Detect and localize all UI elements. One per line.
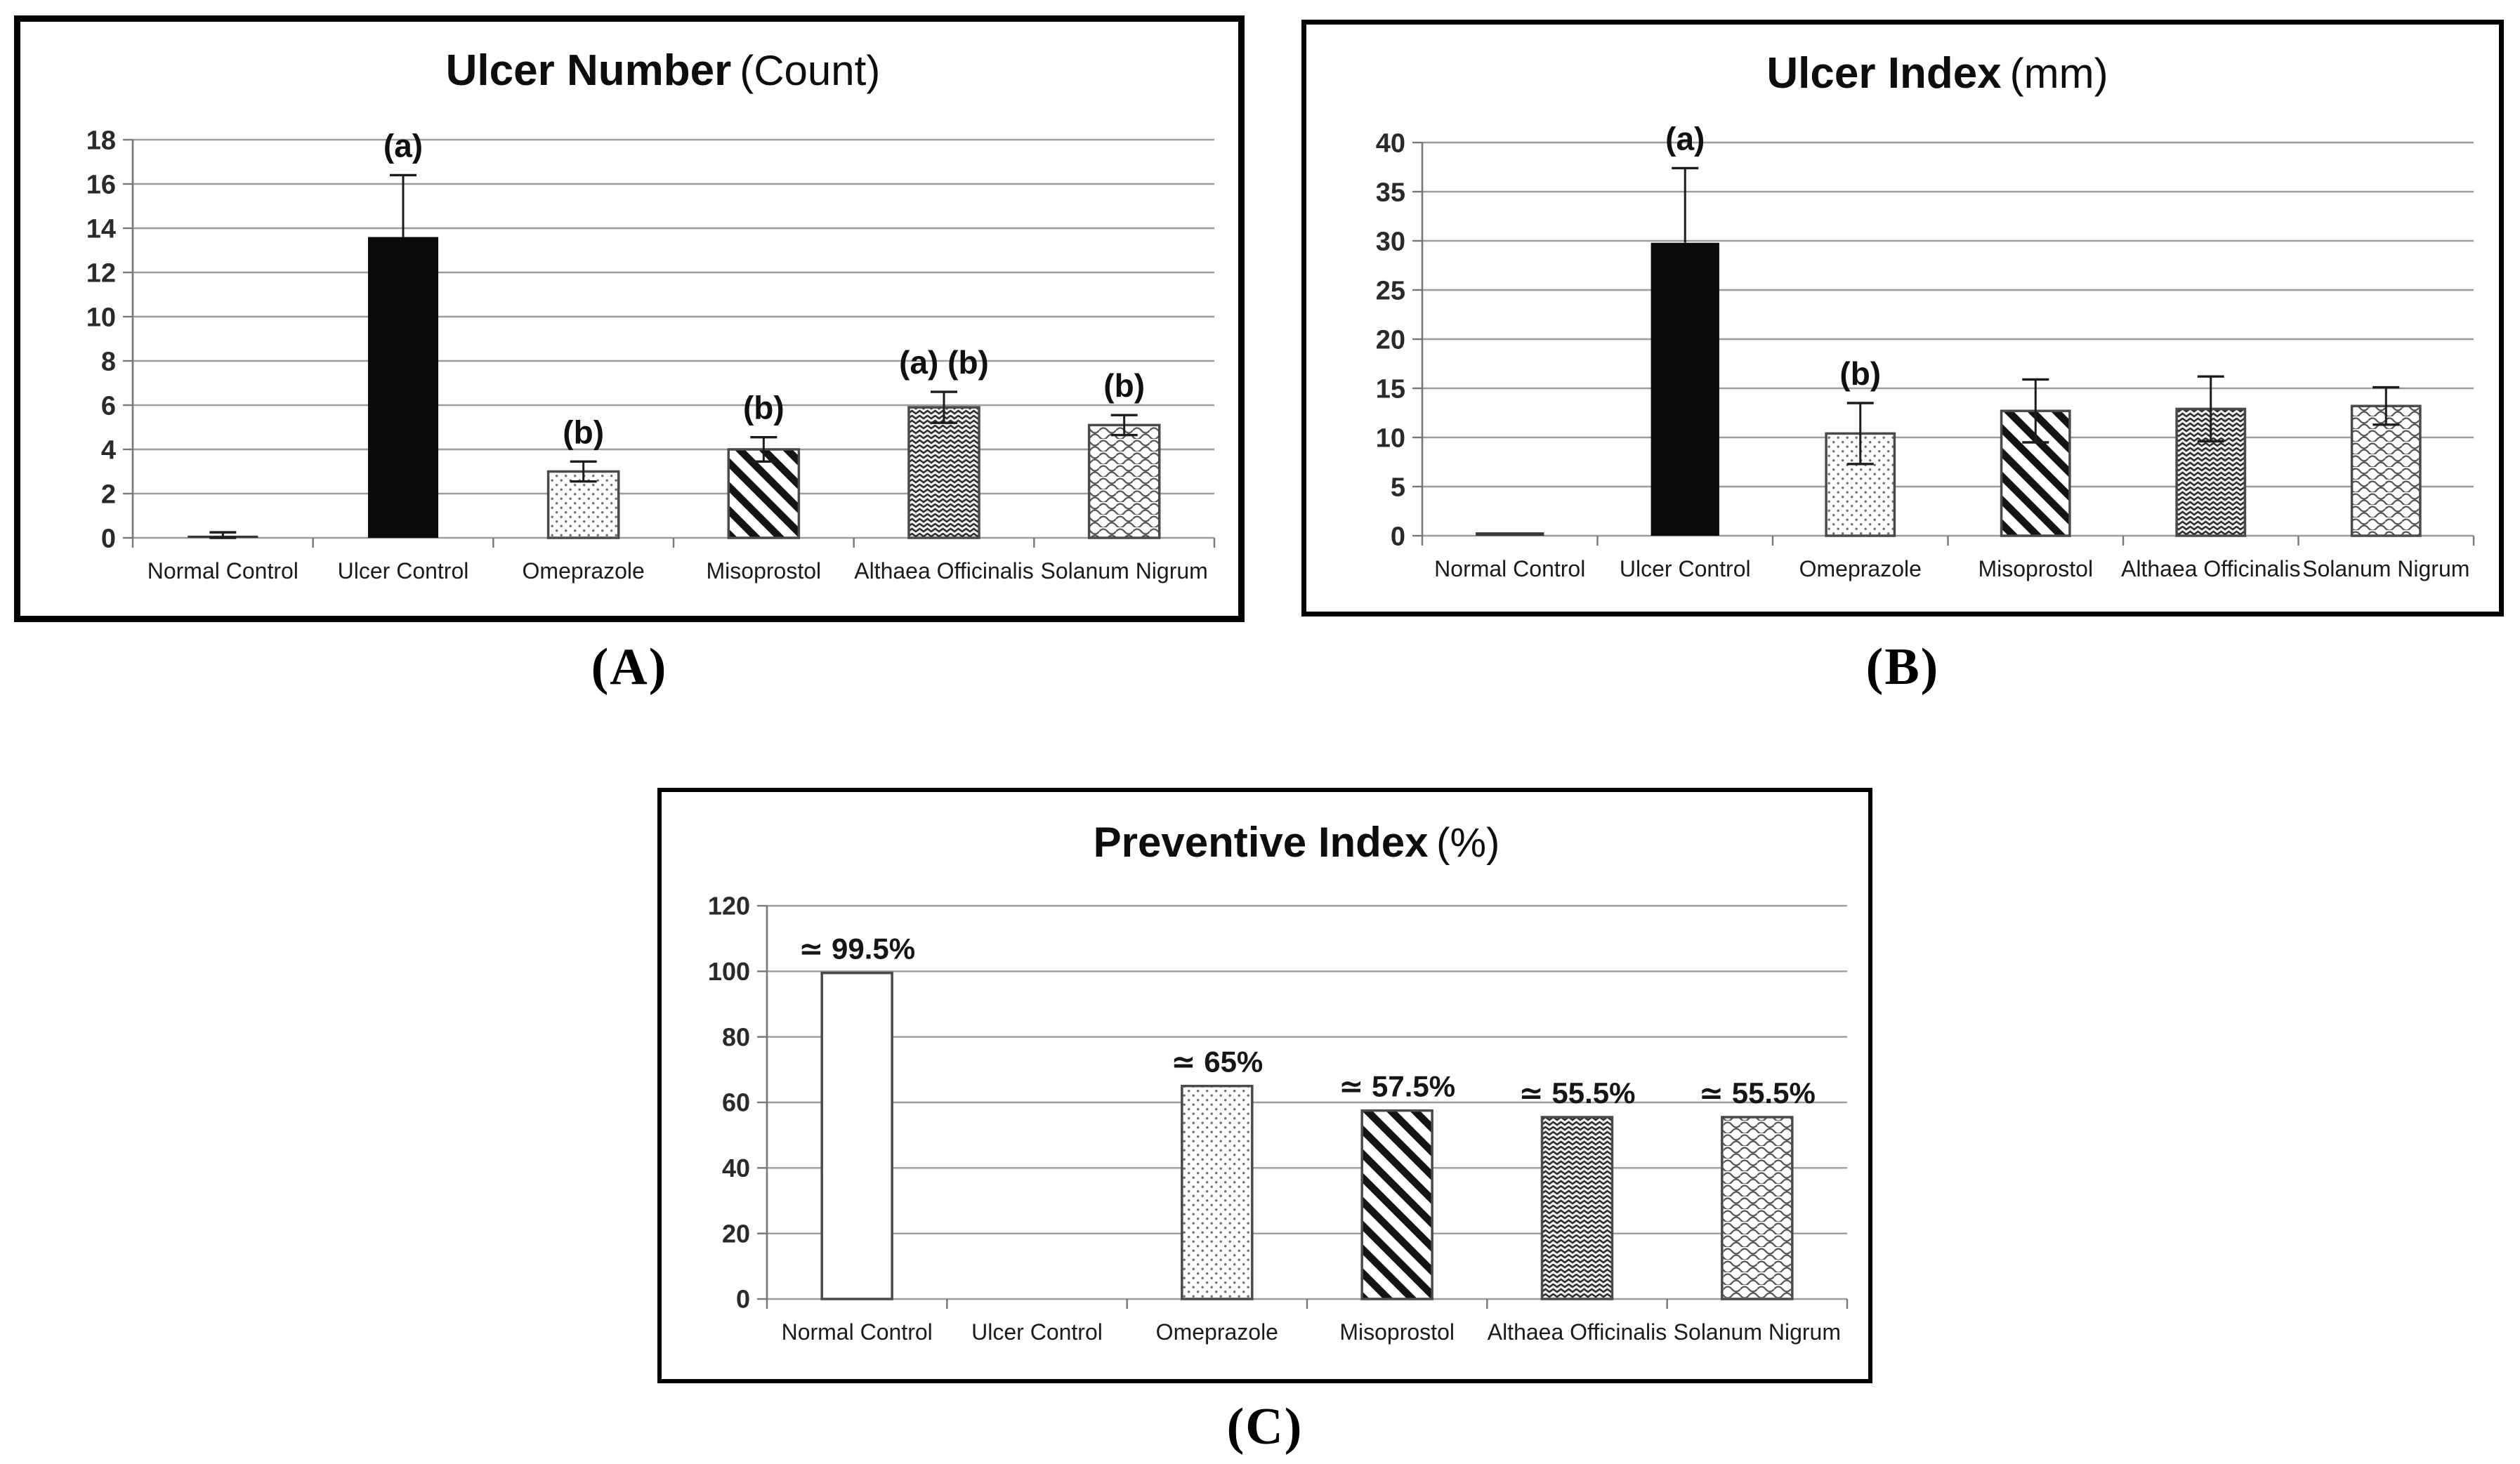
y-tick-label: 8 xyxy=(101,347,116,376)
y-tick-label: 100 xyxy=(708,957,750,986)
bar-normal-control xyxy=(820,971,893,1300)
bar-ulcer-control xyxy=(1651,242,1719,536)
y-tick-label: 10 xyxy=(1376,423,1405,453)
y-tick-label: 20 xyxy=(722,1219,750,1248)
error-bar xyxy=(209,531,237,539)
x-category-label: Misoprostol xyxy=(707,558,822,583)
bar-value-label: ≃ 57.5% xyxy=(1339,1070,1455,1103)
x-category-label: Omeprazole xyxy=(523,558,645,583)
error-bar xyxy=(2197,375,2224,443)
x-category-label: Ulcer Control xyxy=(338,558,469,583)
error-bar xyxy=(1846,402,1874,466)
caption-c: (C) xyxy=(1226,1398,1304,1456)
y-tick-label: 40 xyxy=(1376,128,1405,158)
x-category-label: Solanum Nigrum xyxy=(2302,556,2469,581)
bar-normal-control xyxy=(1476,532,1544,536)
y-tick-label: 0 xyxy=(101,524,116,553)
bar-omeprazole xyxy=(1181,1084,1254,1300)
bar-solanum-nigrum xyxy=(1087,423,1161,539)
y-tick-label: 60 xyxy=(722,1088,750,1117)
x-category-label: Althaea Officinalis xyxy=(854,558,1034,583)
y-tick-label: 25 xyxy=(1376,276,1405,305)
bar-solanum-nigrum xyxy=(1721,1116,1794,1300)
chart-ulcer-index: Ulcer Index (mm) 0 5 10 15 20 25 30 35 40 Normal C… xyxy=(1376,49,2475,581)
bar-value-label: ≃ 55.5% xyxy=(1699,1076,1816,1109)
bar-solanum-nigrum xyxy=(2350,404,2422,537)
x-category-label: Althaea Officinalis xyxy=(1488,1319,1667,1345)
error-bar xyxy=(570,460,597,483)
y-tick-label: 0 xyxy=(1391,522,1405,551)
y-tick-label: 4 xyxy=(101,435,116,465)
bar-althaea-officinalis xyxy=(907,406,980,539)
x-category-label: Omeprazole xyxy=(1799,556,1922,581)
x-category-label: Ulcer Control xyxy=(971,1319,1103,1345)
caption-a: (A) xyxy=(591,638,668,696)
y-tick-label: 2 xyxy=(101,480,116,509)
x-category-label: Omeprazole xyxy=(1156,1319,1278,1345)
error-bar xyxy=(390,173,416,237)
y-tick-label: 35 xyxy=(1376,178,1405,207)
y-tick-label: 6 xyxy=(101,391,116,421)
error-bar xyxy=(2373,385,2400,426)
error-bar xyxy=(1110,414,1138,437)
chart-ulcer-number: Ulcer Number (Count) 0 2 4 6 8 10 12 14 16 18 Norma… xyxy=(86,46,1216,583)
x-category-label: Normal Control xyxy=(1434,556,1585,581)
significance-annotation: (a) (b) xyxy=(899,344,989,381)
error-bar xyxy=(931,390,957,424)
significance-annotation: (b) xyxy=(1839,355,1881,392)
error-bar xyxy=(2022,378,2049,444)
y-tick-label: 40 xyxy=(722,1154,750,1182)
significance-annotation: (b) xyxy=(743,390,785,426)
significance-annotation: (b) xyxy=(1103,367,1145,404)
x-category-label: Normal Control xyxy=(782,1319,933,1345)
bar-value-label: ≃ 65% xyxy=(1171,1046,1263,1079)
x-category-label: Althaea Officinalis xyxy=(2121,556,2301,581)
y-tick-label: 5 xyxy=(1391,473,1405,502)
x-category-label: Ulcer Control xyxy=(1620,556,1751,581)
y-tick-label: 12 xyxy=(86,258,116,288)
significance-annotation: (a) xyxy=(1665,120,1705,157)
chart-title: Ulcer Index (mm) xyxy=(1766,49,2108,98)
bar-value-label: ≃ 99.5% xyxy=(799,932,915,965)
bar-ulcer-control xyxy=(367,237,439,538)
y-tick-label: 20 xyxy=(1376,325,1405,355)
y-tick-label: 16 xyxy=(86,170,116,199)
y-tick-label: 0 xyxy=(736,1285,750,1314)
bar-althaea-officinalis xyxy=(1540,1116,1614,1300)
caption-b: (B) xyxy=(1865,638,1940,696)
x-category-label: Solanum Nigrum xyxy=(1674,1319,1841,1345)
bar-misoprostol xyxy=(1360,1109,1433,1300)
significance-annotation: (b) xyxy=(563,414,604,450)
x-category-label: Misoprostol xyxy=(1978,556,2093,581)
error-bar xyxy=(750,435,777,463)
panel-preventive-index: Preventive Index (%) 0 20 40 60 80 100 120 ≃ 99.… xyxy=(657,788,1872,1383)
significance-annotation: (a) xyxy=(383,127,423,164)
x-category-label: Misoprostol xyxy=(1339,1319,1455,1345)
chart-title: Ulcer Number (Count) xyxy=(446,46,881,95)
y-tick-label: 120 xyxy=(708,892,750,921)
panel-ulcer-index: Ulcer Index (mm) 0 5 10 15 20 25 30 35 40 Normal C… xyxy=(1301,20,2504,616)
y-tick-label: 30 xyxy=(1376,227,1405,256)
chart-preventive-index: Preventive Index (%) 0 20 40 60 80 100 120 ≃ 99.… xyxy=(708,819,1849,1345)
bar-value-label: ≃ 55.5% xyxy=(1519,1076,1636,1109)
x-category-label: Solanum Nigrum xyxy=(1041,558,1208,583)
x-category-label: Normal Control xyxy=(147,558,298,583)
chart-title: Preventive Index (%) xyxy=(1094,819,1500,866)
y-tick-label: 15 xyxy=(1376,374,1405,404)
y-tick-label: 80 xyxy=(722,1022,750,1051)
y-tick-label: 10 xyxy=(86,303,116,332)
panel-ulcer-number: Ulcer Number (Count) 0 2 4 6 8 10 12 14 16 18 Norma… xyxy=(14,15,1245,622)
error-bar xyxy=(1672,166,1699,243)
y-tick-label: 18 xyxy=(86,126,116,155)
y-tick-label: 14 xyxy=(86,214,116,244)
